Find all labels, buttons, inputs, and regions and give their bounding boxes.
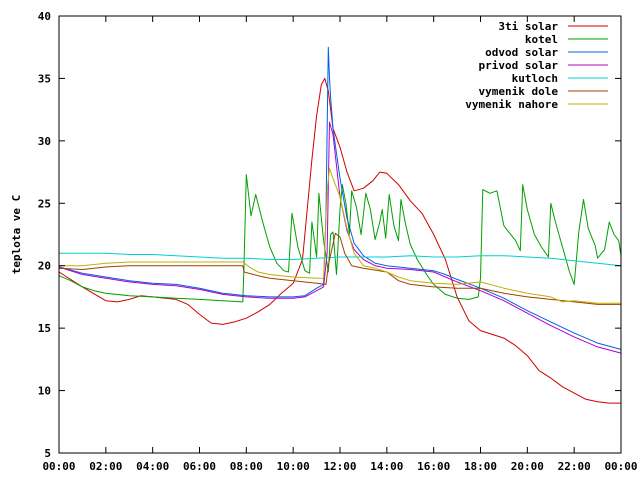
series-line-kotel bbox=[58, 174, 622, 303]
x-tick-label: 08:00 bbox=[230, 460, 263, 473]
legend-label: kutloch bbox=[512, 72, 558, 85]
x-tick-label: 16:00 bbox=[417, 460, 450, 473]
series-line-odvod-solar bbox=[58, 46, 622, 350]
x-tick-label: 20:00 bbox=[511, 460, 544, 473]
legend-label: vymenik nahore bbox=[465, 98, 558, 111]
series-line-privod-solar bbox=[58, 121, 622, 354]
y-tick-label: 35 bbox=[38, 72, 51, 85]
legend-label: kotel bbox=[525, 33, 558, 46]
series-line-kutloch bbox=[59, 252, 622, 267]
x-tick-label: 14:00 bbox=[370, 460, 403, 473]
x-tick-label: 18:00 bbox=[464, 460, 497, 473]
x-tick-label: 00:00 bbox=[604, 460, 637, 473]
x-tick-label: 00:00 bbox=[42, 460, 75, 473]
y-tick-label: 30 bbox=[38, 135, 51, 148]
y-tick-label: 5 bbox=[44, 447, 51, 460]
y-tick-label: 10 bbox=[38, 385, 51, 398]
y-axis-label: teplota ve C bbox=[10, 195, 23, 274]
series-line-vymenik-nahore bbox=[59, 167, 621, 304]
series-line-vymenik-dole bbox=[58, 232, 621, 305]
y-tick-label: 25 bbox=[38, 197, 51, 210]
x-tick-label: 04:00 bbox=[136, 460, 169, 473]
legend-label: odvod solar bbox=[485, 46, 558, 59]
axes-layer: 5 10 15 20 25 30 35 40 00:00 02:00 04:00 06:00 08:00… bbox=[38, 10, 638, 473]
legend-label: vymenik dole bbox=[479, 85, 559, 98]
legend-label: privod solar bbox=[479, 59, 559, 72]
series-layer bbox=[58, 46, 622, 404]
x-tick-label: 12:00 bbox=[323, 460, 356, 473]
y-tick-label: 20 bbox=[38, 260, 51, 273]
x-tick-label: 10:00 bbox=[277, 460, 310, 473]
series-line-3ti-solar bbox=[58, 77, 621, 404]
x-tick-label: 22:00 bbox=[558, 460, 591, 473]
y-tick-label: 15 bbox=[38, 322, 51, 335]
x-tick-label: 06:00 bbox=[183, 460, 216, 473]
legend-label: 3ti solar bbox=[498, 20, 558, 33]
x-tick-label: 02:00 bbox=[89, 460, 122, 473]
y-tick-label: 40 bbox=[38, 10, 51, 23]
